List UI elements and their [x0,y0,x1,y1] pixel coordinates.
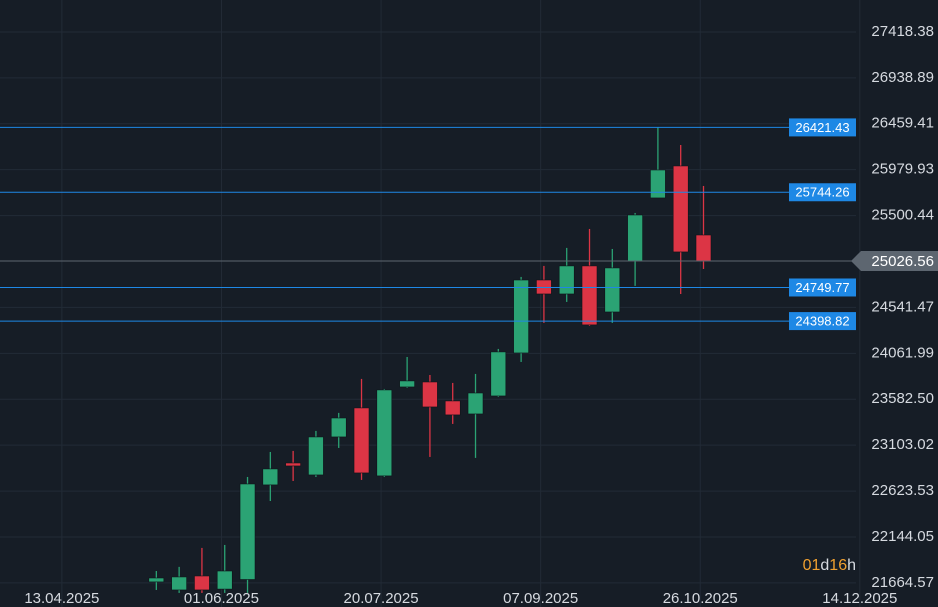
candle-body [262,468,279,486]
y-tick-label: 22144.05 [871,528,934,545]
x-tick-label: 26.10.2025 [663,590,738,607]
countdown-part: 16 [829,557,847,574]
candle-body [285,462,301,467]
x-tick-label: 13.04.2025 [24,590,99,607]
candle-body [513,279,529,354]
candle-body [604,267,621,313]
countdown-part: d [820,557,829,574]
x-tick-label: 01.06.2025 [184,590,259,607]
level-label-box [789,278,856,297]
candle-body [353,407,370,474]
candle-body [171,576,187,591]
candle-body [376,389,393,477]
candle-body [148,577,165,583]
y-tick-label: 23103.02 [871,436,934,453]
x-tick-label: 07.09.2025 [503,590,578,607]
y-tick-label: 26459.41 [871,115,934,132]
level-label-box [789,118,856,137]
countdown: 01d16h [803,557,856,574]
x-tick-label: 14.12.2025 [822,590,897,607]
level-label-box [789,312,856,331]
candle-body [627,214,643,262]
candle-body [672,165,689,253]
level-label: 24398.82 [795,314,849,329]
level-label: 26421.43 [795,120,849,135]
y-tick-label: 24061.99 [871,344,934,361]
candle-body [650,169,666,199]
y-tick-label: 24541.47 [871,298,934,315]
current-price-label: 25026.56 [871,253,934,270]
candle-body [467,392,484,415]
level-label: 24749.77 [795,280,849,295]
candle-body [308,436,324,476]
candle-body [536,279,552,295]
y-tick-label: 22623.53 [871,482,934,499]
current-price-tag [851,250,938,271]
candle-body [330,417,347,438]
x-tick-label: 20.07.2025 [344,590,419,607]
candle-body [194,575,210,591]
candle-body [422,381,438,408]
level-label-box [789,183,856,202]
candle-body [558,265,575,295]
candle-body [239,483,256,580]
candle-body [216,570,233,590]
y-tick-label: 26938.89 [871,69,934,86]
y-tick-label: 25500.44 [871,207,934,224]
candle-body [399,380,415,388]
candle-body [444,400,461,416]
level-label: 25744.26 [795,185,849,200]
candle-body [490,351,507,397]
candle-body [695,234,712,262]
y-tick-label: 27418.38 [871,23,934,40]
countdown-part: 01 [803,557,821,574]
y-tick-label: 25979.93 [871,161,934,178]
candle-body [581,265,598,326]
y-tick-label: 21664.57 [871,574,934,591]
countdown-part: h [847,557,856,574]
y-tick-label: 23582.50 [871,390,934,407]
